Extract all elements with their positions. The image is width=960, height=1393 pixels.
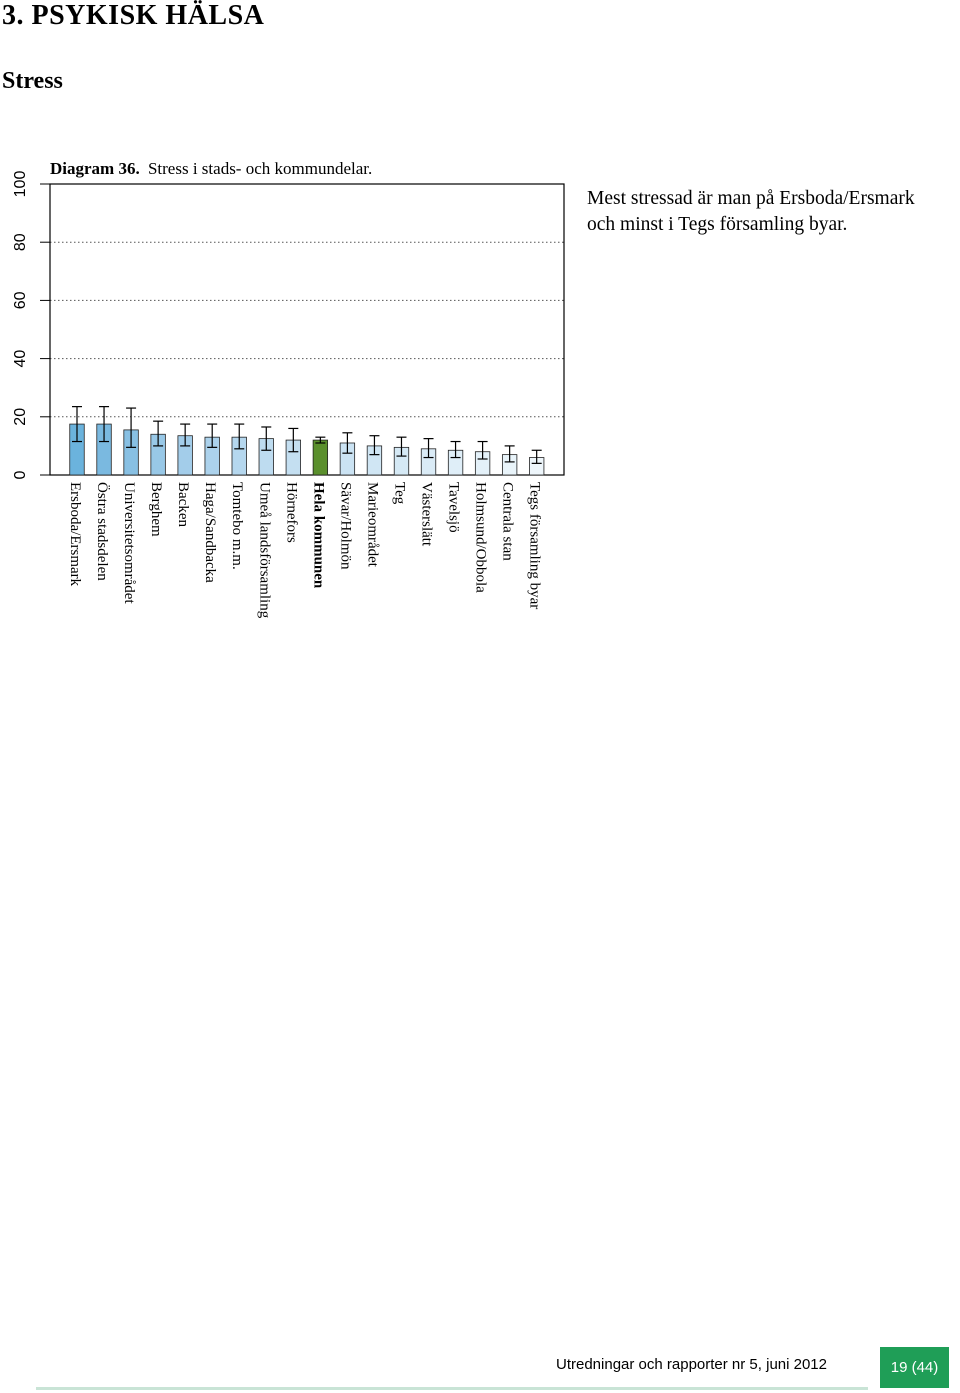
page-number-badge: 19 (44) <box>880 1347 949 1388</box>
y-tick-label: 40 <box>12 350 29 368</box>
commentary-line-2: och minst i Tegs församling byar. <box>587 214 848 235</box>
y-tick-label: 0 <box>12 470 29 479</box>
chart-caption: Diagram 36. Stress i stads- och kommunde… <box>50 159 372 178</box>
error-bar <box>153 420 164 447</box>
error-bar <box>396 436 407 457</box>
commentary: Mest stressad är man på Ersboda/Ersmark … <box>587 186 959 238</box>
x-tick-label: Tavelsjö <box>446 482 462 533</box>
error-bars <box>72 406 542 464</box>
x-tick-label: Ersboda/Ersmark <box>67 482 83 587</box>
x-tick-label: Berghem <box>148 482 164 537</box>
subsection-title: Stress <box>2 68 63 94</box>
x-tick-label: Teg <box>391 482 407 505</box>
y-tick-label: 60 <box>12 291 29 309</box>
error-bar <box>180 423 191 447</box>
error-bar <box>72 406 82 443</box>
y-tick-label: 20 <box>12 408 29 426</box>
bars <box>69 423 545 476</box>
error-bar <box>207 423 218 448</box>
bar <box>312 439 329 476</box>
error-bar <box>126 407 137 448</box>
stress-bar-chart: Diagram 36. Stress i stads- och kommunde… <box>12 159 565 619</box>
x-tick-label: Centrala stan <box>500 482 516 561</box>
x-tick-label: Sävar/Holmön <box>337 482 353 570</box>
error-bar <box>99 406 110 443</box>
x-tick-label: Hörnefors <box>283 482 299 543</box>
y-axis-ticks: 0 20 40 60 80 100 <box>12 171 50 479</box>
x-tick-label: Västerslätt <box>419 482 435 547</box>
error-bar <box>234 423 245 450</box>
section-title: 3. PSYKISK HÄLSA <box>2 0 265 31</box>
x-tick-label: Hela kommunen <box>310 482 326 589</box>
y-tick-label: 80 <box>12 233 29 251</box>
x-tick-label: Umeå landsförsamling <box>256 482 272 619</box>
x-tick-label: Tomtebo m.m. <box>229 482 245 570</box>
footer-text: Utredningar och rapporter nr 5, juni 201… <box>556 1356 827 1373</box>
error-bar <box>342 432 353 454</box>
error-bar <box>423 438 434 459</box>
error-bar <box>369 435 380 456</box>
x-tick-label: Haga/Sandbacka <box>202 482 218 583</box>
plot-frame <box>49 183 565 476</box>
error-bar <box>261 426 272 451</box>
error-bar <box>504 445 515 463</box>
x-axis-labels: Ersboda/Ersmark Östra stadsdelen Universit… <box>67 482 543 619</box>
footer-rule <box>36 1387 868 1390</box>
error-bar <box>450 440 461 459</box>
x-tick-label: Marieområdet <box>364 482 380 568</box>
x-tick-label: Östra stadsdelen <box>94 482 111 581</box>
chart-caption-text: Stress i stads- och kommundelar. <box>148 159 372 178</box>
commentary-line-1: Mest stressad är man på Ersboda/Ersmark <box>587 188 915 209</box>
error-bar <box>288 427 299 453</box>
x-tick-label: Tegs församling byar <box>527 482 543 609</box>
x-tick-label: Backen <box>175 482 191 527</box>
error-bar <box>477 440 488 460</box>
chart-caption-prefix: Diagram 36. <box>50 159 140 178</box>
x-tick-label: Holmsund/Obbola <box>473 482 489 593</box>
error-bar <box>315 436 326 444</box>
chart-gridlines <box>50 241 564 418</box>
error-bar <box>531 449 542 464</box>
y-tick-label: 100 <box>12 171 29 198</box>
x-tick-label: Universitetsområdet <box>121 482 137 604</box>
